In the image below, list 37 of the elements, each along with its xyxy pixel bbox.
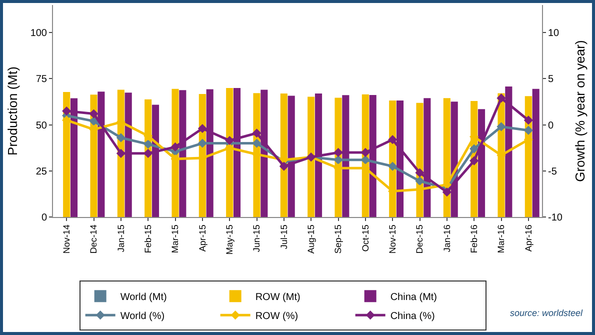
x-tick-label: Mar-16 (496, 224, 506, 254)
x-tick-label: Jan-15 (116, 224, 126, 252)
x-tick-label: Dec-15 (414, 224, 425, 254)
source-note: source: worldsteel (510, 308, 584, 318)
x-tick-label: Feb-16 (469, 224, 480, 254)
x-tick-label: Aug-15 (306, 224, 316, 254)
y2-tick-label: -5 (548, 166, 558, 178)
y2-tick-label: 5 (548, 74, 554, 86)
x-tick-label: Apr-15 (197, 224, 208, 252)
y-tick-label: 50 (36, 120, 48, 132)
x-tick-label: Jul-15 (278, 224, 289, 250)
x-tick-label: Dec-14 (88, 224, 99, 254)
legend-label: World (Mt) (120, 292, 167, 303)
legend-label: ROW (%) (255, 311, 298, 322)
y2-tick-label: -10 (548, 212, 563, 224)
y-axis-title: Production (Mt) (5, 66, 20, 156)
x-tick-label: Jan-16 (442, 224, 452, 252)
y-tick-label: 0 (41, 212, 48, 224)
x-tick-label: Oct-15 (360, 224, 370, 252)
x-tick-label: Nov-14 (62, 224, 72, 254)
x-tick-label: Mar-15 (170, 224, 180, 254)
x-tick-label: Nov-15 (388, 224, 398, 254)
y-tick-label: 25 (36, 166, 48, 178)
legend-label: World (%) (120, 311, 165, 322)
y2-tick-label: 10 (548, 28, 560, 40)
y2-axis-title: Growth (% year on year) (572, 40, 588, 182)
x-tick-label: May-15 (224, 224, 235, 255)
x-tick-label: Apr-16 (523, 224, 534, 252)
legend-label: China (%) (390, 311, 435, 322)
x-tick-label: Sep-15 (333, 224, 344, 254)
y-tick-label: 100 (30, 28, 48, 40)
x-tick-label: Feb-15 (143, 224, 154, 254)
legend-label: ROW (Mt) (255, 292, 300, 303)
x-tick-label: Jun-15 (252, 224, 262, 252)
y2-tick-label: 0 (548, 120, 554, 132)
y-tick-label: 75 (36, 74, 48, 86)
legend-label: China (Mt) (390, 292, 438, 303)
